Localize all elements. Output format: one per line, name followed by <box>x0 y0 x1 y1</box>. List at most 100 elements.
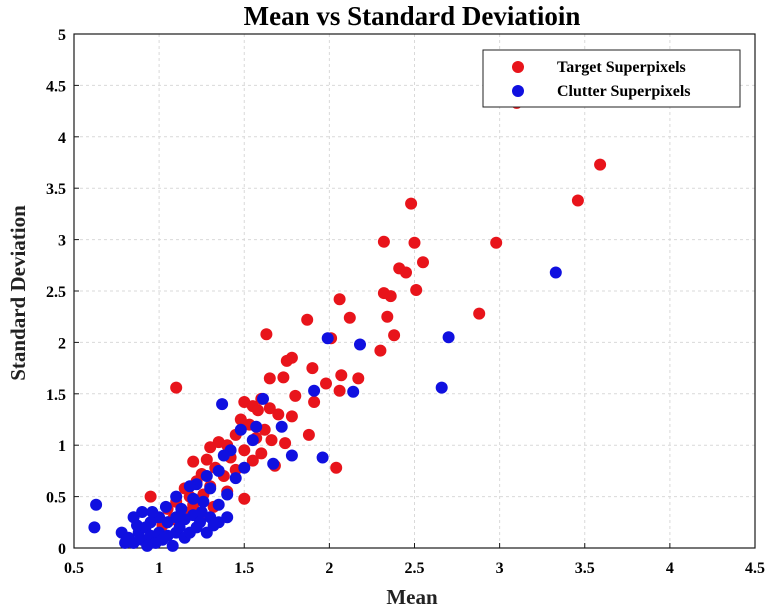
data-point <box>212 498 225 511</box>
data-point <box>285 449 298 462</box>
data-point <box>194 516 206 529</box>
data-point <box>374 344 387 357</box>
data-point <box>280 354 293 367</box>
series-clutter <box>88 266 562 552</box>
y-tick-label: 3.5 <box>46 181 66 198</box>
data-point <box>238 461 251 474</box>
data-point <box>275 420 288 433</box>
x-tick-label: 2.5 <box>405 560 425 577</box>
legend-label-clutter: Clutter Superpixels <box>557 83 690 100</box>
data-point <box>90 498 103 511</box>
y-tick-label: 0.5 <box>46 490 66 507</box>
data-point <box>277 371 290 384</box>
data-point <box>320 377 332 390</box>
data-point <box>217 449 230 462</box>
data-point <box>246 434 259 447</box>
data-point <box>285 410 298 423</box>
chart-title: Mean vs Standard Deviatioin <box>244 1 581 31</box>
data-point <box>197 495 210 508</box>
x-tick-label: 4.5 <box>745 560 765 577</box>
data-point <box>400 266 412 279</box>
data-point <box>442 331 455 344</box>
data-point <box>308 384 321 397</box>
data-point <box>306 362 319 375</box>
data-point <box>435 381 448 394</box>
y-tick-label: 2.5 <box>46 284 66 301</box>
data-point <box>212 464 225 477</box>
y-tick-label: 2 <box>58 335 66 352</box>
data-point <box>234 423 247 436</box>
data-point <box>388 329 401 342</box>
data-point <box>405 197 418 210</box>
data-point <box>384 290 397 303</box>
x-tick-label: 0.5 <box>64 560 84 577</box>
ticks: 0.5 1 1.5 2 2.5 3 3.5 4 4.5 0 0.5 1 1.5 2 2.5 3 3.5 4 4.5 5 <box>46 27 765 577</box>
data-point <box>170 381 183 394</box>
data-point <box>250 420 263 433</box>
data-point <box>549 266 562 279</box>
data-point <box>144 490 157 503</box>
data-point <box>408 236 421 249</box>
data-point <box>187 455 200 468</box>
legend-marker-target <box>512 61 524 73</box>
data-point <box>352 372 365 385</box>
y-axis-label: Standard Deviation <box>6 205 30 381</box>
data-point <box>257 392 269 405</box>
data-point <box>187 492 200 505</box>
data-point <box>204 441 217 454</box>
data-point <box>238 492 251 505</box>
legend: Target Superpixels Clutter Superpixels <box>482 49 741 108</box>
data-point <box>302 428 315 441</box>
data-point <box>170 490 183 503</box>
data-point <box>333 293 346 306</box>
data-point <box>410 284 423 296</box>
data-point <box>279 437 292 450</box>
x-axis-label: Mean <box>386 585 438 609</box>
data-point <box>260 328 273 341</box>
y-tick-label: 3 <box>58 233 66 250</box>
data-point <box>229 472 242 485</box>
x-tick-label: 3.5 <box>575 560 595 577</box>
data-point <box>330 461 343 474</box>
data-point <box>263 402 276 415</box>
data-point <box>221 488 234 501</box>
data-point <box>308 396 321 408</box>
data-point <box>571 194 584 207</box>
y-tick-label: 5 <box>58 27 66 44</box>
y-tick-label: 1.5 <box>46 387 66 404</box>
y-tick-label: 1 <box>58 438 66 455</box>
data-point <box>119 536 132 549</box>
x-tick-label: 4 <box>666 560 674 577</box>
data-point <box>255 447 268 460</box>
data-point <box>333 384 346 397</box>
data-point <box>265 434 278 447</box>
data-point <box>146 506 159 518</box>
data-point <box>381 310 394 323</box>
data-point <box>131 519 143 532</box>
data-point <box>343 311 356 324</box>
data-point <box>594 158 607 171</box>
data-point <box>347 385 360 398</box>
data-point <box>238 444 251 457</box>
data-point <box>417 256 429 269</box>
data-point <box>316 451 329 464</box>
data-point <box>173 521 186 534</box>
data-point <box>251 404 264 417</box>
data-point <box>204 482 217 495</box>
data-point <box>183 480 196 493</box>
data-point <box>246 454 259 467</box>
data-point <box>301 313 314 326</box>
data-point <box>263 372 276 385</box>
data-point <box>200 470 213 482</box>
data-point <box>200 453 213 466</box>
x-tick-label: 1 <box>155 560 163 577</box>
y-tick-label: 0 <box>58 541 66 558</box>
data-point <box>216 398 229 411</box>
data-point <box>136 506 149 518</box>
data-point <box>289 389 302 402</box>
data-point <box>377 235 390 248</box>
x-tick-label: 1.5 <box>234 560 254 577</box>
x-tick-label: 2 <box>325 560 333 577</box>
data-point <box>141 539 154 552</box>
